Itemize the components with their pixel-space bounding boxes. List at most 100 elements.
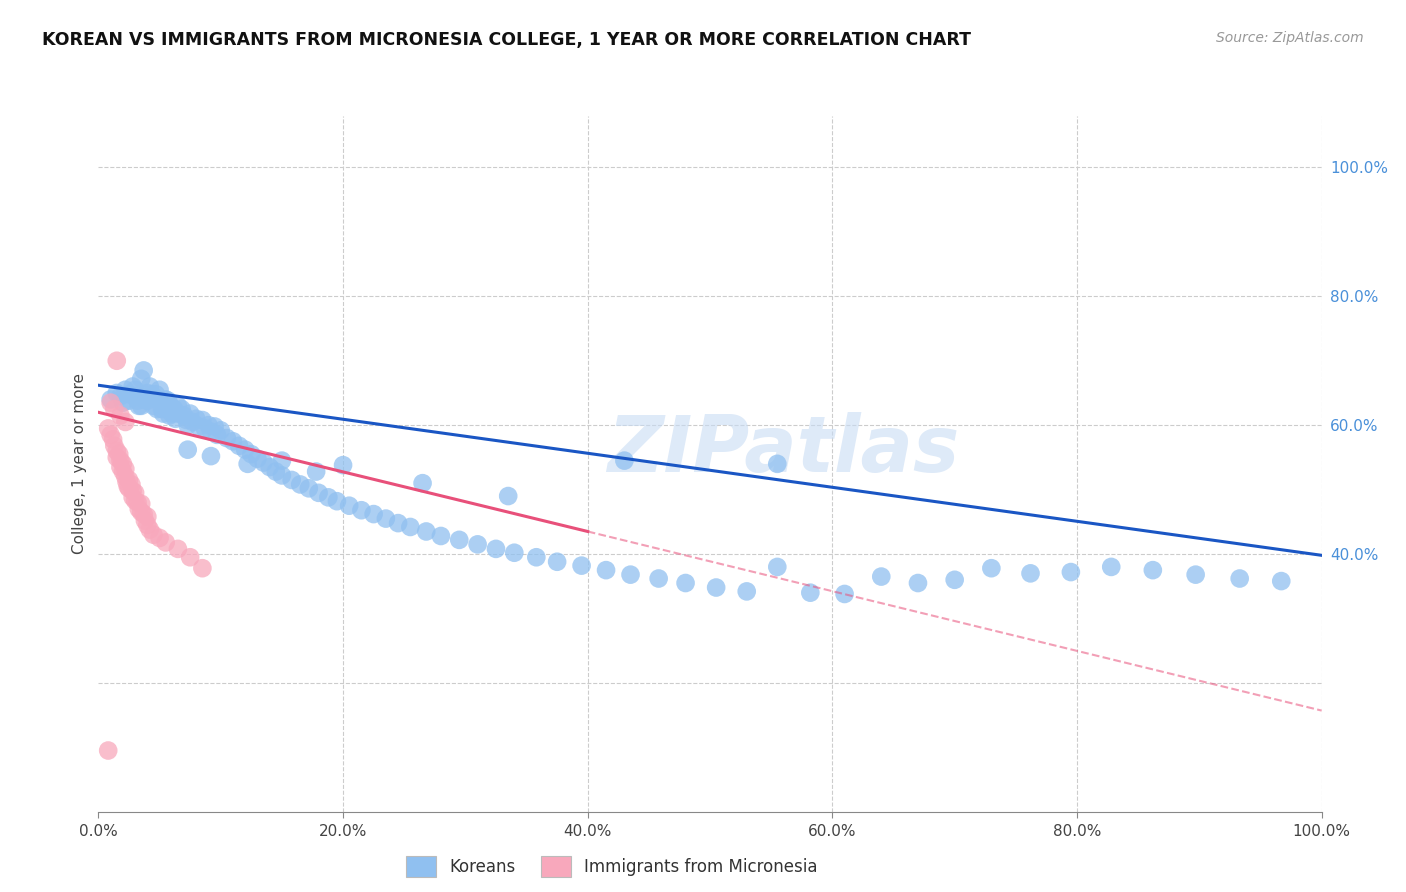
Point: [139, 387, 162, 401]
Point: [280, 473, 302, 487]
Point: [834, 587, 856, 601]
Point: [150, 402, 173, 417]
Point: [449, 533, 471, 547]
Point: [121, 379, 143, 393]
Point: [191, 561, 214, 575]
Point: [1270, 574, 1292, 588]
Point: [613, 453, 636, 467]
Point: [114, 469, 136, 483]
Point: [118, 393, 141, 408]
Point: [704, 581, 727, 595]
Point: [200, 425, 222, 439]
Point: [103, 439, 125, 453]
Point: [136, 386, 159, 401]
Point: [167, 541, 190, 556]
Point: [647, 572, 669, 586]
Point: [167, 399, 190, 413]
Point: [595, 563, 617, 577]
Point: [191, 413, 214, 427]
Point: [197, 418, 219, 433]
Y-axis label: College, 1 year or more: College, 1 year or more: [72, 374, 87, 554]
Point: [496, 489, 519, 503]
Point: [259, 460, 281, 475]
Point: [766, 457, 789, 471]
Point: [160, 400, 183, 414]
Point: [170, 402, 193, 417]
Point: [105, 444, 128, 458]
Point: [146, 402, 169, 417]
Point: [215, 431, 238, 445]
Point: [177, 418, 200, 433]
Point: [571, 558, 593, 573]
Point: [270, 453, 294, 467]
Point: [181, 415, 204, 429]
Point: [114, 383, 136, 397]
Point: [252, 456, 274, 470]
Point: [907, 576, 929, 591]
Point: [129, 497, 152, 511]
Point: [124, 485, 146, 500]
Point: [980, 561, 1002, 575]
Point: [155, 392, 177, 407]
Point: [100, 428, 122, 442]
Point: [152, 407, 174, 421]
Point: [200, 449, 222, 463]
Point: [100, 392, 122, 407]
Point: [290, 477, 312, 491]
Point: [209, 423, 232, 437]
Point: [467, 537, 489, 551]
Point: [124, 493, 146, 508]
Point: [1019, 566, 1042, 581]
Point: [129, 505, 152, 519]
Point: [177, 442, 200, 457]
Point: [165, 411, 187, 425]
Point: [132, 363, 155, 377]
Point: [136, 518, 159, 533]
Point: [155, 535, 177, 549]
Point: [149, 531, 172, 545]
Point: [179, 407, 201, 421]
Point: [415, 524, 437, 539]
Point: [142, 389, 165, 403]
Point: [546, 555, 568, 569]
Point: [145, 387, 167, 401]
Point: [111, 395, 134, 409]
Point: [114, 415, 136, 429]
Point: [139, 379, 162, 393]
Point: [110, 409, 132, 423]
Point: [160, 407, 183, 421]
Point: [298, 481, 321, 495]
Point: [186, 411, 208, 425]
Point: [1099, 560, 1122, 574]
Point: [194, 421, 217, 435]
Point: [127, 495, 149, 509]
Point: [118, 473, 141, 487]
Legend: Koreans, Immigrants from Micronesia: Koreans, Immigrants from Micronesia: [399, 850, 824, 883]
Point: [105, 386, 128, 401]
Point: [350, 503, 373, 517]
Point: [1060, 565, 1083, 579]
Point: [121, 483, 143, 498]
Point: [97, 743, 120, 757]
Point: [117, 479, 139, 493]
Point: [799, 585, 821, 599]
Point: [503, 546, 526, 560]
Point: [264, 465, 287, 479]
Point: [115, 475, 138, 489]
Point: [167, 407, 190, 421]
Point: [308, 485, 330, 500]
Point: [173, 409, 195, 423]
Point: [110, 460, 132, 475]
Point: [157, 409, 180, 423]
Point: [363, 507, 385, 521]
Point: [114, 462, 136, 476]
Point: [155, 400, 177, 414]
Point: [129, 399, 152, 413]
Point: [101, 433, 124, 447]
Text: KOREAN VS IMMIGRANTS FROM MICRONESIA COLLEGE, 1 YEAR OR MORE CORRELATION CHART: KOREAN VS IMMIGRANTS FROM MICRONESIA COL…: [42, 31, 972, 49]
Point: [124, 383, 146, 397]
Point: [136, 393, 159, 408]
Point: [943, 573, 966, 587]
Point: [128, 399, 150, 413]
Point: [735, 584, 758, 599]
